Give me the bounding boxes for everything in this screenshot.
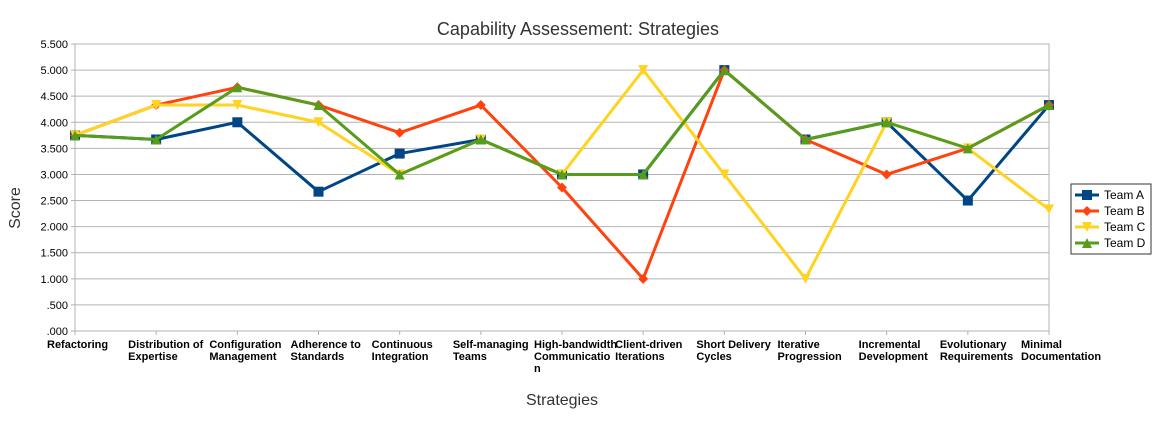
data-point	[638, 273, 649, 284]
x-tick-label: Evolutionary Requirements	[940, 339, 1013, 363]
legend-label-team-c: Team C	[1104, 220, 1146, 234]
legend-marker-team-d	[1082, 238, 1092, 248]
x-tick-label-line: Incremental	[859, 339, 921, 351]
data-point	[232, 82, 243, 93]
y-tick-label: 4.500	[40, 91, 68, 103]
x-tick-label: Distribution of Expertise	[128, 339, 203, 363]
data-point	[1044, 204, 1054, 215]
x-tick-label-line: Short Delivery	[696, 339, 771, 351]
x-tick-label-line: Iterations	[615, 351, 665, 363]
x-tick-label-line: Refactoring	[47, 339, 108, 351]
x-axis-title: Strategies	[526, 392, 598, 409]
x-tick-label-line: Management	[209, 351, 277, 363]
x-tick-label-line: Teams	[453, 351, 487, 363]
legend-marker-team-b	[1082, 206, 1092, 216]
y-tick-label: 3.500	[40, 143, 68, 155]
x-tick-label-line: Self-managing	[453, 339, 529, 351]
x-tick-label-line: Cycles	[696, 351, 731, 363]
data-point	[1044, 100, 1054, 111]
x-tick-label-line: Minimal	[1021, 339, 1062, 351]
x-tick-label: Adherence to Standards	[291, 339, 362, 363]
x-tick-label-line: Client-driven	[615, 339, 683, 351]
x-tick-label-line: Iterative	[778, 339, 820, 351]
x-tick-label-line: Communicatio	[534, 351, 611, 363]
legend-marker-team-a	[1082, 190, 1092, 200]
x-tick-label-line: Documentation	[1021, 351, 1101, 363]
data-point	[638, 65, 649, 76]
y-axis-title: Score	[7, 187, 24, 229]
x-tick-label-line: n	[534, 363, 541, 375]
data-point	[557, 169, 567, 180]
data-point	[800, 273, 811, 284]
y-tick-label: 1.500	[40, 248, 68, 260]
data-point	[313, 186, 324, 197]
data-point	[881, 117, 892, 128]
y-tick-label: 2.000	[40, 222, 68, 234]
x-tick-label: Refactoring	[47, 339, 108, 351]
data-point	[394, 148, 405, 159]
data-point	[719, 169, 730, 180]
y-tick-label: 4.000	[40, 117, 68, 129]
y-tick-label: 2.500	[40, 196, 68, 208]
series-team-d	[70, 65, 1054, 180]
axes: .000 .500 1.000 1.500 2.000 2.500 3.000 3.500 4.…	[40, 39, 1101, 375]
x-tick-label-line: Adherence to	[291, 339, 362, 351]
data-point	[719, 65, 730, 76]
legend-marker-team-c	[1082, 222, 1092, 232]
x-tick-label-line: Progression	[778, 351, 842, 363]
data-point	[557, 182, 567, 193]
y-tick-label: 3.000	[40, 169, 68, 181]
x-tick-label-line: Distribution of	[128, 339, 203, 351]
legend-label-team-a: Team A	[1104, 188, 1144, 202]
x-tick-label-line: Expertise	[128, 351, 178, 363]
data-point	[151, 134, 162, 145]
x-tick-label-line: Standards	[291, 351, 345, 363]
series-layer	[70, 65, 1054, 284]
y-tick-label: 5.000	[40, 65, 68, 77]
x-tick-label: Client-driven Iterations	[615, 339, 683, 363]
y-tick-label: .500	[47, 300, 68, 312]
x-tick-label: Self-managing Teams	[453, 339, 529, 363]
data-point	[232, 100, 243, 111]
y-tick-label: .000	[47, 326, 68, 338]
x-tick-label: Iterative Progression	[778, 339, 842, 363]
data-point	[475, 100, 486, 111]
data-point	[232, 117, 243, 128]
data-point	[313, 117, 324, 128]
legend-label-team-d: Team D	[1104, 236, 1146, 250]
data-point	[475, 134, 486, 145]
data-point	[394, 169, 405, 180]
data-point	[800, 134, 811, 145]
x-tick-label: Minimal Documentation	[1021, 339, 1101, 363]
legend: Team A Team B Team C Team D	[1070, 183, 1152, 255]
x-tick-label-line: Evolutionary	[940, 339, 1008, 351]
data-point	[881, 169, 892, 180]
x-tick-label-line: Configuration	[209, 339, 281, 351]
x-tick-label-line: Requirements	[940, 351, 1013, 363]
data-point	[962, 143, 973, 154]
x-tick-label-line: Development	[859, 351, 928, 363]
data-point	[70, 130, 80, 141]
x-tick-label: Incremental Development	[859, 339, 928, 363]
legend-label-team-b: Team B	[1104, 204, 1145, 218]
x-tick-label: Short Delivery Cycles	[696, 339, 771, 363]
x-tick-label-line: Continuous	[372, 339, 433, 351]
data-point	[638, 169, 649, 180]
x-tick-label-line: High-bandwidth	[534, 339, 617, 351]
x-tick-label: Continuous Integration	[372, 339, 433, 363]
data-point	[151, 100, 162, 111]
x-tick-label: Configuration Management	[209, 339, 281, 363]
chart-title: Capability Assessement: Strategies	[437, 19, 719, 39]
y-tick-label: 5.500	[40, 39, 68, 51]
data-point	[313, 100, 324, 111]
data-point	[962, 195, 973, 206]
data-point	[394, 127, 405, 138]
y-tick-label: 1.000	[40, 274, 68, 286]
x-tick-label-line: Integration	[372, 351, 429, 363]
x-tick-label: High-bandwidth Communicatio n	[534, 339, 617, 375]
